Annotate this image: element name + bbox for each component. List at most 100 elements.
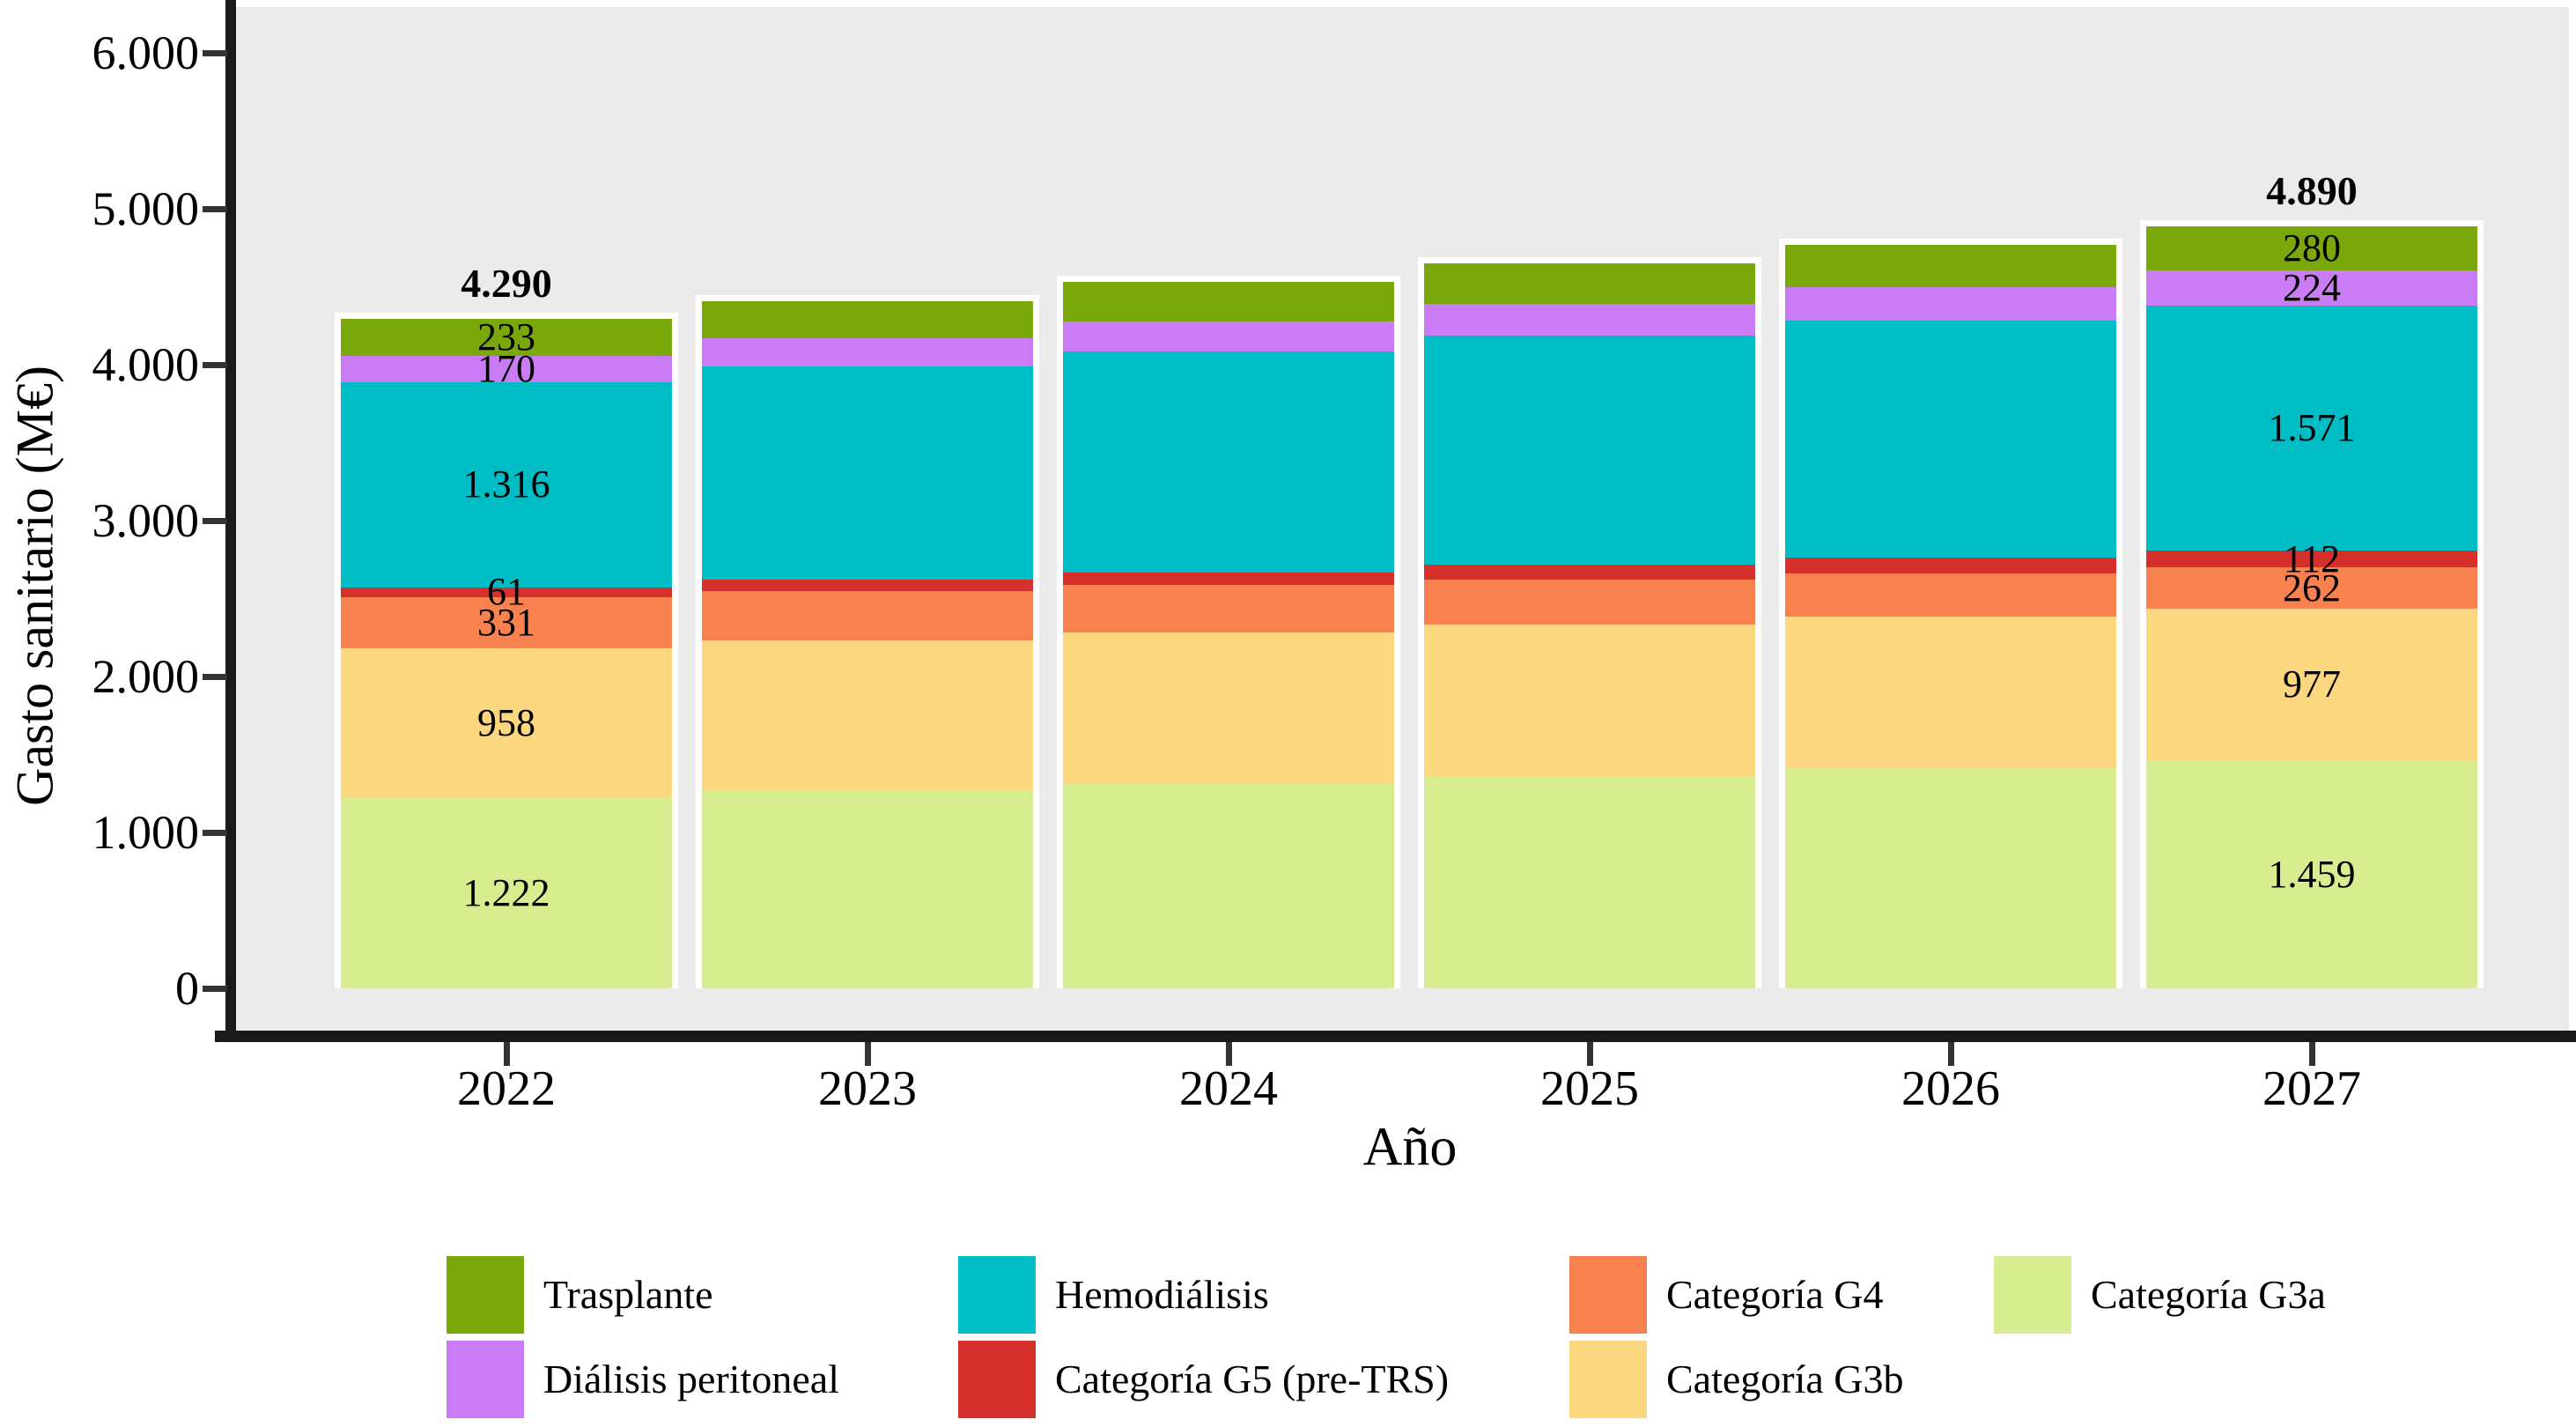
- bar-segment-categoria-g4: [1063, 585, 1394, 632]
- bar-segment-hemodialisis: [1424, 336, 1755, 566]
- bar-segment-categoria-g3b: [1063, 632, 1394, 783]
- bar-2024: [1057, 276, 1400, 988]
- bar-segment-categoria-g3b: [2146, 608, 2477, 761]
- x-tick-label-2022: 2022: [457, 1061, 556, 1116]
- bar-2025: [1418, 257, 1761, 988]
- bar-segment-categoria-g4: [1424, 579, 1755, 625]
- bar-segment-categoria-g4: [2146, 567, 2477, 609]
- legend-swatch-categoria-g3a: [1994, 1256, 2071, 1334]
- y-axis-line: [225, 0, 236, 1042]
- y-tick-label-1-000: 1.000: [92, 806, 200, 859]
- total-label-2027: 4.890: [2266, 168, 2358, 214]
- segment-label-hemodialisis-2027: 1.571: [2268, 405, 2356, 449]
- bar-segment-categoria-g4: [341, 596, 672, 649]
- y-tick-label-2-000: 2.000: [92, 650, 200, 703]
- total-label-2022: 4.290: [461, 261, 552, 307]
- bar-segment-dialisis-peritoneal: [2146, 270, 2477, 306]
- bar-segment-trasplante: [341, 319, 672, 356]
- segment-label-dialisis-peritoneal-2027: 224: [2283, 265, 2341, 309]
- segment-label-categoria-g5-pre-trs-2027: 112: [2283, 536, 2341, 580]
- bar-segment-categoria-g5-pre-trs: [2146, 550, 2477, 568]
- segment-label-dialisis-peritoneal-2022: 170: [477, 346, 535, 390]
- bar-segment-categoria-g3a: [702, 790, 1033, 988]
- legend-swatch-categoria-g5-pre-trs: [958, 1341, 1036, 1418]
- x-tick-label-2026: 2026: [1901, 1061, 2000, 1116]
- legend-swatch-hemodialisis: [958, 1256, 1036, 1334]
- bar-segment-dialisis-peritoneal: [702, 338, 1033, 367]
- legend-swatch-categoria-g3b: [1569, 1341, 1647, 1418]
- y-tick-mark-5-000: [203, 206, 227, 212]
- bar-segment-dialisis-peritoneal: [1785, 287, 2116, 321]
- bar-segment-categoria-g3b: [1424, 624, 1755, 776]
- bar-segment-categoria-g3a: [2146, 760, 2477, 988]
- x-axis-title: Año: [1362, 1117, 1458, 1178]
- y-tick-label-6-000: 6.000: [92, 26, 200, 79]
- bar-segment-categoria-g3b: [341, 648, 672, 798]
- legend-label-hemodialisis: Hemodiálisis: [1055, 1272, 1269, 1317]
- segment-label-categoria-g4-2022: 331: [477, 600, 535, 644]
- bar-segment-hemodialisis: [2146, 305, 2477, 551]
- legend-label-categoria-g3b: Categoría G3b: [1666, 1357, 1904, 1401]
- y-tick-mark-0: [203, 986, 227, 992]
- legend-label-trasplante: Trasplante: [543, 1272, 713, 1317]
- bar-segment-categoria-g3a: [341, 797, 672, 988]
- y-tick-label-5-000: 5.000: [92, 182, 200, 235]
- y-tick-mark-3-000: [203, 518, 227, 524]
- bar-segment-hemodialisis: [702, 366, 1033, 580]
- bar-segment-trasplante: [1785, 245, 2116, 288]
- bar-2027: [2140, 220, 2484, 988]
- bar-segment-categoria-g3a: [1424, 775, 1755, 988]
- bar-segment-trasplante: [2146, 226, 2477, 270]
- bar-segment-dialisis-peritoneal: [341, 355, 672, 382]
- bar-segment-trasplante: [1424, 263, 1755, 305]
- legend-label-categoria-g4: Categoría G4: [1666, 1272, 1884, 1317]
- segment-label-categoria-g3a-2027: 1.459: [2268, 852, 2356, 896]
- segment-label-categoria-g4-2027: 262: [2283, 566, 2341, 610]
- x-tick-mark-2022: [504, 1042, 510, 1066]
- segment-label-trasplante-2027: 280: [2283, 226, 2341, 270]
- segment-label-hemodialisis-2022: 1.316: [462, 462, 550, 506]
- y-axis-title-text: Gasto sanitario (M€): [5, 366, 64, 806]
- bar-segment-hemodialisis: [1063, 351, 1394, 573]
- x-tick-label-2024: 2024: [1179, 1061, 1278, 1116]
- segment-label-categoria-g3b-2022: 958: [477, 700, 535, 744]
- segment-label-categoria-g3a-2022: 1.222: [462, 870, 550, 914]
- bar-segment-hemodialisis: [341, 381, 672, 588]
- bar-segment-categoria-g3b: [1785, 616, 2116, 769]
- legend-label-categoria-g5-pre-trs: Categoría G5 (pre-TRS): [1055, 1357, 1450, 1401]
- x-tick-mark-2027: [2309, 1042, 2315, 1066]
- bar-segment-categoria-g3a: [1063, 782, 1394, 988]
- bar-segment-categoria-g5-pre-trs: [1063, 572, 1394, 586]
- segment-label-trasplante-2022: 233: [477, 315, 535, 359]
- y-tick-label-3-000: 3.000: [92, 494, 200, 547]
- y-tick-mark-6-000: [203, 50, 227, 56]
- bar-segment-categoria-g4: [702, 590, 1033, 641]
- bar-segment-trasplante: [1063, 282, 1394, 322]
- y-tick-mark-2-000: [203, 674, 227, 680]
- y-tick-label-0: 0: [175, 962, 199, 1015]
- bar-segment-categoria-g3a: [1785, 768, 2116, 988]
- segment-label-categoria-g3b-2027: 977: [2283, 662, 2341, 706]
- bar-segment-categoria-g5-pre-trs: [702, 580, 1033, 591]
- y-axis-title: Gasto sanitario (M€): [5, 366, 66, 806]
- legend-label-categoria-g3a: Categoría G3a: [2091, 1272, 2326, 1317]
- bar-segment-trasplante: [702, 300, 1033, 339]
- segment-label-categoria-g5-pre-trs-2022: 61: [487, 570, 526, 614]
- y-tick-mark-4-000: [203, 362, 227, 368]
- x-tick-mark-2023: [865, 1042, 871, 1066]
- x-tick-label-2023: 2023: [818, 1061, 917, 1116]
- y-tick-label-4-000: 4.000: [92, 338, 200, 391]
- bar-segment-categoria-g5-pre-trs: [341, 587, 672, 597]
- x-tick-mark-2026: [1948, 1042, 1954, 1066]
- bar-2023: [696, 294, 1039, 988]
- legend-swatch-dialisis-peritoneal: [447, 1341, 524, 1418]
- bar-segment-categoria-g4: [1785, 573, 2116, 617]
- bar-segment-hemodialisis: [1785, 320, 2116, 558]
- bar-segment-dialisis-peritoneal: [1063, 321, 1394, 351]
- legend-label-dialisis-peritoneal: Diálisis peritoneal: [543, 1357, 839, 1401]
- bar-segment-categoria-g5-pre-trs: [1424, 565, 1755, 580]
- x-axis-line: [215, 1031, 2576, 1042]
- bar-segment-categoria-g3b: [702, 640, 1033, 791]
- bar-2022: [335, 313, 678, 988]
